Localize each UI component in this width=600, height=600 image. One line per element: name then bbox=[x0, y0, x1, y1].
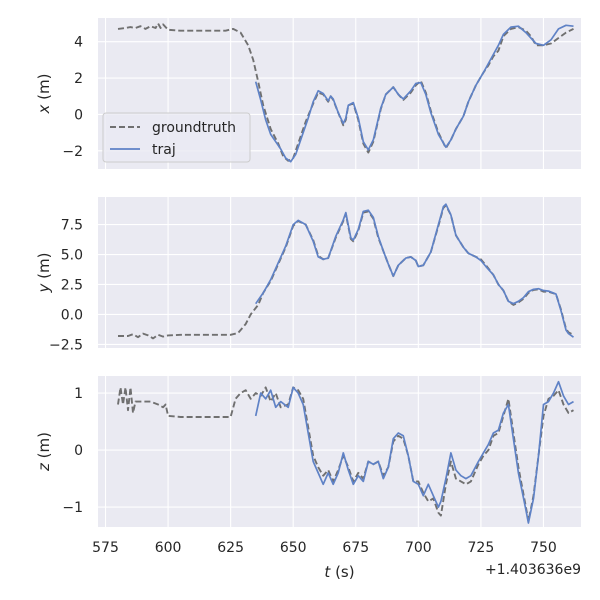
legend: groundtruth traj bbox=[102, 112, 251, 163]
y-tick-label: −2.5 bbox=[49, 337, 83, 353]
y-axis-label: y (m) bbox=[35, 253, 53, 294]
x-axis-label: t (s) bbox=[324, 563, 354, 581]
series-line-traj bbox=[254, 24, 574, 163]
y-axis-label: x (m) bbox=[35, 74, 53, 115]
x-tick-label: 625 bbox=[217, 540, 244, 556]
y-axis-label: z (m) bbox=[35, 432, 53, 472]
x-tick-label: 725 bbox=[468, 540, 495, 556]
panel-x: −2 0 2 4 x (m) groundtruth traj bbox=[35, 18, 581, 169]
panel-background bbox=[98, 197, 581, 348]
x-offset-text: +1.403636e9 bbox=[485, 562, 581, 578]
y-axis-label-unit: (m) bbox=[35, 253, 53, 284]
x-axis-label-unit: (s) bbox=[330, 563, 354, 581]
y-tick-label: 0 bbox=[74, 107, 83, 123]
panel-background bbox=[98, 376, 581, 527]
y-tick-label: 7.5 bbox=[61, 218, 83, 234]
legend-label-groundtruth: groundtruth bbox=[152, 120, 236, 136]
y-tick-label: 2.5 bbox=[61, 277, 83, 293]
x-tick-label: 575 bbox=[92, 540, 119, 556]
y-axis-label-variable: z bbox=[35, 462, 53, 472]
x-tick-label: 700 bbox=[405, 540, 432, 556]
y-tick-label: −1 bbox=[62, 500, 83, 516]
y-axis-label-unit: (m) bbox=[35, 74, 53, 105]
legend-label-traj: traj bbox=[152, 142, 176, 158]
y-tick-label: 5.0 bbox=[61, 248, 83, 264]
y-tick-label: 2 bbox=[74, 71, 83, 87]
x-tick-label: 650 bbox=[280, 540, 307, 556]
y-tick-label: 0.0 bbox=[61, 307, 83, 323]
x-tick-label: 675 bbox=[342, 540, 369, 556]
y-axis-label-unit: (m) bbox=[35, 432, 53, 463]
y-tick-label: 0 bbox=[74, 443, 83, 459]
y-axis-label-variable: x bbox=[35, 104, 53, 114]
series-line-traj bbox=[254, 380, 574, 524]
x-tick-label: 750 bbox=[530, 540, 557, 556]
y-axis-label-variable: y bbox=[35, 282, 53, 293]
y-tick-label: 4 bbox=[74, 35, 83, 51]
series-line-traj bbox=[255, 203, 574, 338]
x-axis-label-variable: t bbox=[324, 563, 331, 581]
x-tick-label: 600 bbox=[155, 540, 182, 556]
panel-y: −2.5 0.0 2.5 5.0 7.5 y (m) bbox=[35, 197, 581, 353]
y-tick-label: 1 bbox=[74, 386, 83, 402]
panel-z: −1 0 1 z (m) 575 600 625 650 675 700 725 750 t (s) +1… bbox=[35, 376, 581, 581]
y-tick-label: −2 bbox=[62, 144, 83, 160]
